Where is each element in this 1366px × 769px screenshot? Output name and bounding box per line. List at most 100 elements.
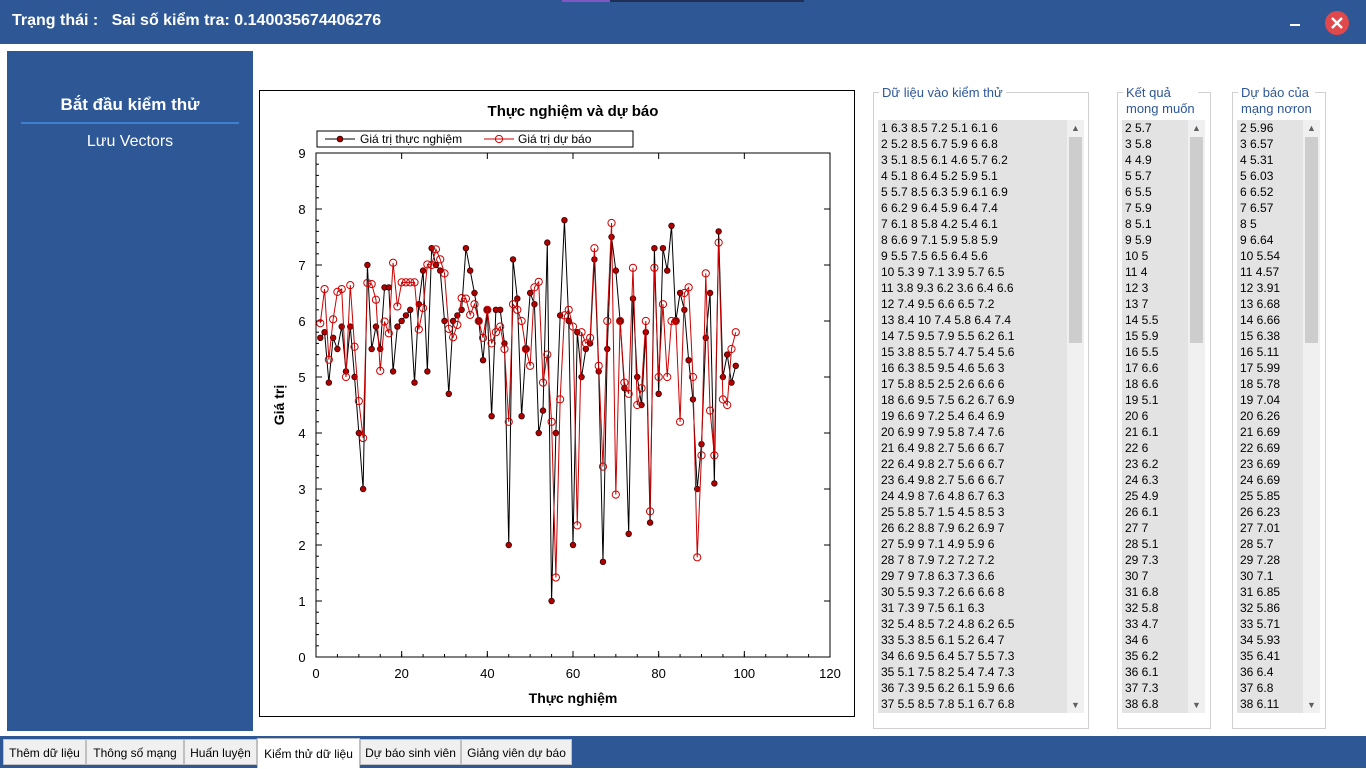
list-item[interactable]: 23 6.4 9.8 2.7 5.6 6 6.7 [881, 473, 1005, 487]
list-item[interactable]: 13 8.4 10 7.4 5.8 6.4 7.4 [881, 313, 1012, 327]
close-button[interactable] [1325, 11, 1349, 35]
list-item[interactable]: 17 5.99 [1240, 361, 1281, 375]
list-item[interactable]: 19 5.1 [1125, 393, 1159, 407]
list-item[interactable]: 30 5.5 9.3 7.2 6.6 6.6 8 [881, 585, 1005, 599]
list-item[interactable]: 27 5.9 9 7.1 4.9 5.9 6 [881, 537, 995, 551]
list-item[interactable]: 29 7.3 [1125, 553, 1159, 567]
list-item[interactable]: 32 5.4 8.5 7.2 4.8 6.2 6.5 [881, 617, 1015, 631]
list-item[interactable]: 38 6.8 [1125, 697, 1159, 711]
expected-scrollbar[interactable]: ▲ ▼ [1188, 120, 1205, 713]
scroll-up-icon[interactable]: ▲ [1071, 123, 1080, 133]
list-item[interactable]: 21 6.69 [1240, 425, 1281, 439]
list-item[interactable]: 37 6.8 [1240, 681, 1274, 695]
list-item[interactable]: 20 6.26 [1240, 409, 1281, 423]
list-item[interactable]: 3 5.8 [1125, 137, 1152, 151]
list-item[interactable]: 3 5.1 8.5 6.1 4.6 5.7 6.2 [881, 153, 1008, 167]
list-item[interactable]: 9 5.9 [1125, 233, 1152, 247]
list-item[interactable]: 10 5.54 [1240, 249, 1281, 263]
list-item[interactable]: 4 5.1 8 6.4 5.2 5.9 5.1 [881, 169, 998, 183]
list-item[interactable]: 37 7.3 [1125, 681, 1159, 695]
tab-training[interactable]: Huấn luyện [184, 739, 257, 765]
list-item[interactable]: 7 6.57 [1240, 201, 1274, 215]
list-item[interactable]: 21 6.4 9.8 2.7 5.6 6 6.7 [881, 441, 1005, 455]
list-item[interactable]: 15 5.9 [1125, 329, 1159, 343]
list-item[interactable]: 7 6.1 8 5.8 4.2 5.4 6.1 [881, 217, 998, 231]
list-item[interactable]: 31 7.3 9 7.5 6.1 6.3 [881, 601, 985, 615]
input-data-scrollbar[interactable]: ▲ ▼ [1067, 120, 1084, 713]
list-item[interactable]: 19 6.6 9 7.2 5.4 6.4 6.9 [881, 409, 1005, 423]
list-item[interactable]: 14 5.5 [1125, 313, 1159, 327]
list-item[interactable]: 34 6.6 9.5 6.4 5.7 5.5 7.3 [881, 649, 1015, 663]
list-item[interactable]: 8 6.6 9 7.1 5.9 5.8 5.9 [881, 233, 998, 247]
list-item[interactable]: 16 5.11 [1240, 345, 1280, 359]
input-data-list[interactable]: 1 6.3 8.5 7.2 5.1 6.1 6 2 5.2 8.5 6.7 5.9… [878, 120, 1070, 713]
tab-test-data[interactable]: Kiểm thử dữ liệu [257, 738, 360, 768]
scroll-up-icon[interactable]: ▲ [1307, 123, 1316, 133]
list-item[interactable]: 11 4.57 [1240, 265, 1280, 279]
list-item[interactable]: 25 4.9 [1125, 489, 1159, 503]
list-item[interactable]: 19 7.04 [1240, 393, 1281, 407]
list-item[interactable]: 14 6.66 [1240, 313, 1281, 327]
list-item[interactable]: 32 5.8 [1125, 601, 1159, 615]
scrollbar-thumb[interactable] [1069, 137, 1082, 343]
list-item[interactable]: 5 5.7 8.5 6.3 5.9 6.1 6.9 [881, 185, 1008, 199]
list-item[interactable]: 24 6.69 [1240, 473, 1281, 487]
list-item[interactable]: 8 5 [1240, 217, 1257, 231]
list-item[interactable]: 13 6.68 [1240, 297, 1281, 311]
list-item[interactable]: 4 4.9 [1125, 153, 1152, 167]
list-item[interactable]: 34 6 [1125, 633, 1149, 647]
list-item[interactable]: 31 6.8 [1125, 585, 1159, 599]
list-item[interactable]: 13 7 [1125, 297, 1149, 311]
scroll-down-icon[interactable]: ▼ [1192, 700, 1201, 710]
list-item[interactable]: 25 5.85 [1240, 489, 1281, 503]
list-item[interactable]: 10 5 [1125, 249, 1149, 263]
list-item[interactable]: 36 6.1 [1125, 665, 1159, 679]
list-item[interactable]: 22 6.4 9.8 2.7 5.6 6 6.7 [881, 457, 1005, 471]
list-item[interactable]: 32 5.86 [1240, 601, 1281, 615]
list-item[interactable]: 12 3 [1125, 281, 1149, 295]
tab-lecturer-forecast[interactable]: Giảng viên dự báo [461, 739, 572, 765]
list-item[interactable]: 2 5.96 [1240, 121, 1274, 135]
list-item[interactable]: 7 5.9 [1125, 201, 1152, 215]
list-item[interactable]: 33 4.7 [1125, 617, 1159, 631]
list-item[interactable]: 12 3.91 [1240, 281, 1281, 295]
list-item[interactable]: 11 3.8 9.3 6.2 3.6 6.4 6.6 [881, 281, 1014, 295]
list-item[interactable]: 34 5.93 [1240, 633, 1281, 647]
scroll-down-icon[interactable]: ▼ [1071, 700, 1080, 710]
list-item[interactable]: 16 6.3 8.5 9.5 4.6 5.6 3 [881, 361, 1005, 375]
list-item[interactable]: 35 6.41 [1240, 649, 1281, 663]
predicted-scrollbar[interactable]: ▲ ▼ [1303, 120, 1320, 713]
list-item[interactable]: 36 6.4 [1240, 665, 1274, 679]
scroll-down-icon[interactable]: ▼ [1307, 700, 1316, 710]
list-item[interactable]: 15 3.8 8.5 5.7 4.7 5.4 5.6 [881, 345, 1015, 359]
list-item[interactable]: 6 6.52 [1240, 185, 1274, 199]
list-item[interactable]: 22 6.69 [1240, 441, 1281, 455]
list-item[interactable]: 18 6.6 9.5 7.5 6.2 6.7 6.9 [881, 393, 1015, 407]
list-item[interactable]: 26 6.2 8.8 7.9 6.2 6.9 7 [881, 521, 1005, 535]
list-item[interactable]: 9 6.64 [1240, 233, 1274, 247]
list-item[interactable]: 35 5.1 7.5 8.2 5.4 7.4 7.3 [881, 665, 1015, 679]
list-item[interactable]: 6 6.2 9 6.4 5.9 6.4 7.4 [881, 201, 998, 215]
tab-student-forecast[interactable]: Dự báo sinh viên [360, 739, 461, 765]
scrollbar-thumb[interactable] [1305, 137, 1318, 343]
list-item[interactable]: 14 7.5 9.5 7.9 5.5 6.2 6.1 [881, 329, 1015, 343]
list-item[interactable]: 20 6.9 9 7.9 5.8 7.4 7.6 [881, 425, 1005, 439]
list-item[interactable]: 8 5.1 [1125, 217, 1152, 231]
expected-list[interactable]: 2 5.7 3 5.8 4 4.9 5 5.7 6 5.5 7 5.9 8 5.1 9 5.9… [1122, 120, 1190, 713]
list-item[interactable]: 26 6.23 [1240, 505, 1281, 519]
list-item[interactable]: 20 6 [1125, 409, 1149, 423]
list-item[interactable]: 12 7.4 9.5 6.6 6.5 7.2 [881, 297, 995, 311]
predicted-list[interactable]: 2 5.96 3 6.57 4 5.31 5 6.03 6 6.52 7 6.57 8 5 9… [1237, 120, 1305, 713]
list-item[interactable]: 16 5.5 [1125, 345, 1159, 359]
list-item[interactable]: 36 7.3 9.5 6.2 6.1 5.9 6.6 [881, 681, 1015, 695]
list-item[interactable]: 11 4 [1125, 265, 1148, 279]
list-item[interactable]: 23 6.2 [1125, 457, 1159, 471]
list-item[interactable]: 5 5.7 [1125, 169, 1152, 183]
list-item[interactable]: 31 6.85 [1240, 585, 1281, 599]
save-vectors-button[interactable]: Lưu Vectors [86, 133, 174, 150]
list-item[interactable]: 35 6.2 [1125, 649, 1159, 663]
list-item[interactable]: 4 5.31 [1240, 153, 1274, 167]
list-item[interactable]: 18 6.6 [1125, 377, 1159, 391]
scrollbar-thumb[interactable] [1190, 137, 1203, 343]
list-item[interactable]: 30 7 [1125, 569, 1149, 583]
